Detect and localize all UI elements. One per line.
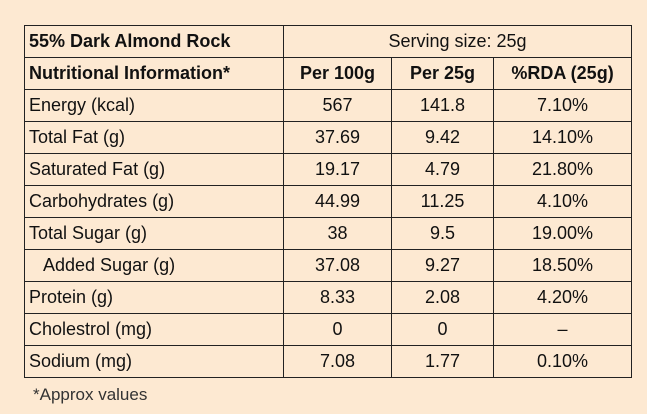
data-row: Total Sugar (g) 38 9.5 19.00% xyxy=(24,217,633,250)
value-cell: 141.8 xyxy=(391,89,494,122)
data-row: Total Fat (g) 37.69 9.42 14.10% xyxy=(24,121,633,154)
value-cell: 0 xyxy=(283,313,392,346)
value-cell: 44.99 xyxy=(283,185,392,218)
nutrient-label: Sodium (mg) xyxy=(24,345,284,378)
product-title: 55% Dark Almond Rock xyxy=(24,25,284,58)
value-cell: 7.08 xyxy=(283,345,392,378)
nutrient-label: Cholestrol (mg) xyxy=(24,313,284,346)
nutrient-label: Total Sugar (g) xyxy=(24,217,284,250)
nutrient-label: Saturated Fat (g) xyxy=(24,153,284,186)
value-cell: 4.20% xyxy=(492,281,633,314)
value-cell: 7.10% xyxy=(492,89,633,122)
header-cell: Nutritional Information* xyxy=(24,57,284,90)
value-cell: 37.08 xyxy=(283,249,392,282)
value-cell: – xyxy=(492,313,633,346)
value-cell: 2.08 xyxy=(391,281,494,314)
header-cell: %RDA (25g) xyxy=(492,57,633,90)
data-row: Cholestrol (mg) 0 0– xyxy=(24,313,633,346)
nutrient-label: Total Fat (g) xyxy=(24,121,284,154)
nutrition-table: 55% Dark Almond Rock Serving size: 25g N… xyxy=(24,25,633,378)
serving-size: Serving size: 25g xyxy=(282,25,633,58)
header-cell: Per 100g xyxy=(283,57,392,90)
value-cell: 1.77 xyxy=(391,345,494,378)
data-row: Energy (kcal) 567 141.8 7.10% xyxy=(24,89,633,122)
nutrient-label: Energy (kcal) xyxy=(24,89,284,122)
table-body: 55% Dark Almond Rock Serving size: 25g N… xyxy=(24,25,633,378)
value-cell: 4.79 xyxy=(391,153,494,186)
value-cell: 21.80% xyxy=(492,153,633,186)
value-cell: 9.5 xyxy=(391,217,494,250)
value-cell: 567 xyxy=(283,89,392,122)
title-row: 55% Dark Almond Rock Serving size: 25g xyxy=(24,25,633,58)
value-cell: 0.10% xyxy=(492,345,633,378)
value-cell: 19.00% xyxy=(492,217,633,250)
value-cell: 14.10% xyxy=(492,121,633,154)
value-cell: 0 xyxy=(391,313,494,346)
data-row: Protein (g) 8.33 2.08 4.20% xyxy=(24,281,633,314)
value-cell: 4.10% xyxy=(492,185,633,218)
nutrient-label: Added Sugar (g) xyxy=(24,249,284,282)
value-cell: 38 xyxy=(283,217,392,250)
value-cell: 11.25 xyxy=(391,185,494,218)
header-cell: Per 25g xyxy=(391,57,494,90)
value-cell: 8.33 xyxy=(283,281,392,314)
nutrient-label: Carbohydrates (g) xyxy=(24,185,284,218)
header-row: Nutritional Information* Per 100g Per 25g%… xyxy=(24,57,633,90)
data-row: Added Sugar (g) 37.08 9.27 18.50% xyxy=(24,249,633,282)
value-cell: 37.69 xyxy=(283,121,392,154)
value-cell: 18.50% xyxy=(492,249,633,282)
data-row: Carbohydrates (g) 44.99 11.25 4.10% xyxy=(24,185,633,218)
value-cell: 9.27 xyxy=(391,249,494,282)
value-cell: 19.17 xyxy=(283,153,392,186)
nutrient-label: Protein (g) xyxy=(24,281,284,314)
footnote: *Approx values xyxy=(33,385,148,404)
data-row: Sodium (mg) 7.08 1.77 0.10% xyxy=(24,345,633,378)
data-row: Saturated Fat (g) 19.17 4.79 21.80% xyxy=(24,153,633,186)
value-cell: 9.42 xyxy=(391,121,494,154)
